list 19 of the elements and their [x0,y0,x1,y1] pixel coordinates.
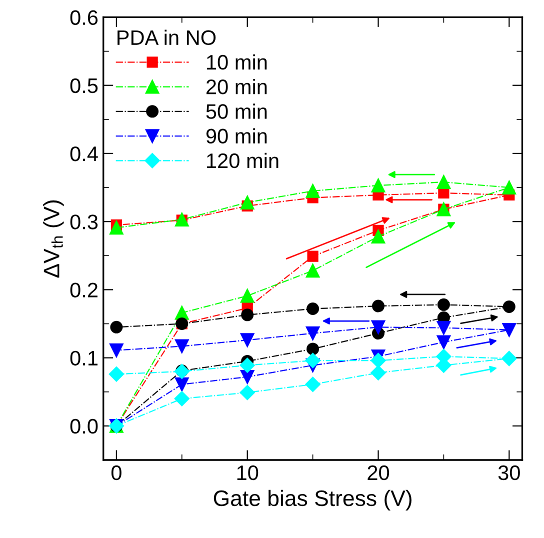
x-tick-label: 30 [498,465,520,480]
legend-label: 50 min [206,104,267,119]
x-tick-label: 10 [237,465,258,480]
y-tick-label: 0.6 [70,10,98,25]
x-axis-title: Gate bias Stress (V) [214,490,412,511]
y-tick-label: 0.5 [70,78,98,94]
legend-title: PDA in NO [118,30,216,46]
legend-label: 120 min [207,152,278,168]
legend-label: 90 min [206,128,267,144]
x-tick-label: 20 [368,465,390,480]
y-tick-label: 0.3 [70,214,98,230]
legend-label: 10 min [207,54,267,70]
legend-label: 20 min [206,78,267,94]
y-tick-label: 0.2 [70,282,98,298]
y-tick-label: 0.4 [70,146,98,162]
y-tick-label: 0.0 [70,418,98,434]
y-tick-label: 0.1 [70,350,98,366]
x-tick-label: 0 [111,465,122,480]
y-axis-title: ΔV$_{th}$ (V) [43,200,64,278]
